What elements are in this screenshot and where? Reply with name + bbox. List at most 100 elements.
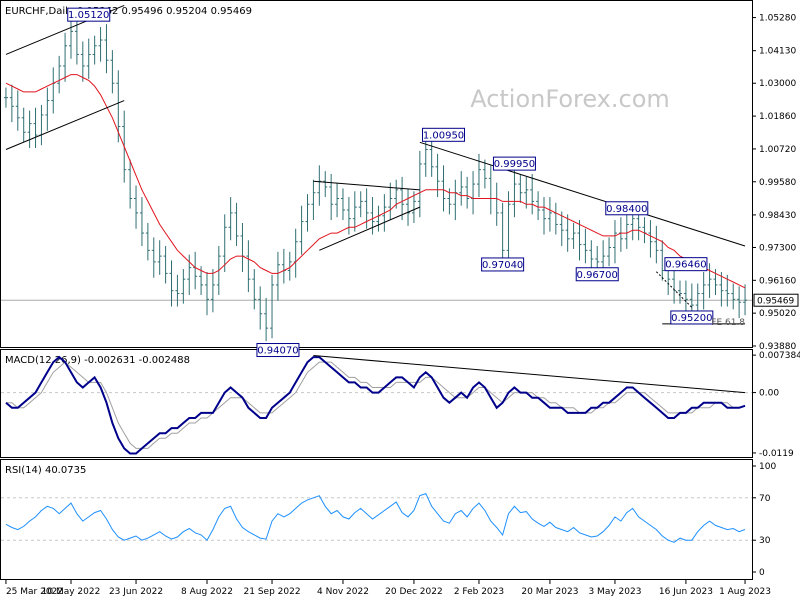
price-bar — [411, 191, 416, 223]
price-bar — [530, 174, 535, 215]
price-bar — [74, 21, 79, 65]
macd-y-tick-label: 0.00 — [759, 389, 779, 399]
price-bar — [559, 211, 564, 247]
price-bar — [660, 240, 665, 281]
price-bar — [459, 171, 464, 206]
price-annotation-label: 0.97040 — [482, 260, 523, 271]
price-y-tick-label: 0.95020 — [759, 309, 796, 319]
price-bar — [299, 205, 304, 255]
price-bar — [441, 165, 446, 212]
price-bar — [134, 185, 139, 229]
macd-panel-frame — [0, 349, 753, 458]
price-bar — [612, 220, 617, 264]
x-tick-label: 20 Mar 2023 — [521, 587, 578, 597]
price-bar — [542, 197, 547, 235]
rsi-line — [5, 492, 746, 543]
price-bar — [589, 240, 594, 270]
price-bar — [346, 197, 351, 235]
price-y-tick-label: 0.99580 — [759, 178, 796, 188]
price-bar — [234, 202, 239, 247]
price-bar — [252, 269, 257, 310]
price-bar — [181, 269, 186, 304]
price-bar — [737, 286, 742, 319]
price-bar — [731, 283, 736, 310]
price-bar — [417, 150, 422, 218]
price-y-tick-label: 1.01860 — [759, 112, 796, 122]
price-bar — [86, 38, 91, 79]
price-bar — [128, 159, 133, 209]
price-bar — [9, 84, 14, 123]
price-bar — [57, 55, 62, 94]
price-annotation-box — [605, 201, 649, 216]
x-tick-label: 2 Feb 2023 — [454, 587, 504, 597]
price-bar — [323, 171, 328, 198]
triangle-upper-line — [313, 180, 420, 191]
price-bar — [80, 41, 85, 82]
price-bar — [63, 32, 68, 82]
falling-trendline — [419, 141, 746, 247]
price-bar — [139, 197, 144, 247]
macd-layer — [1, 355, 752, 455]
macd-y-tick-label: -0.0119 — [759, 449, 794, 459]
price-y-tick-label: 1.03000 — [759, 79, 796, 89]
price-bar — [695, 283, 700, 316]
rsi-layer — [1, 492, 752, 543]
price-annotation-label: 0.96460 — [665, 260, 706, 271]
x-tick-label: 23 Jun 2022 — [109, 587, 163, 597]
price-bar — [465, 176, 470, 209]
price-bar — [388, 182, 393, 221]
price-bar — [258, 286, 263, 330]
price-bar — [246, 240, 251, 293]
price-bar — [536, 191, 541, 221]
rsi-panel-frame — [0, 459, 753, 580]
price-bar — [157, 240, 162, 275]
price-bar — [683, 280, 688, 316]
x-tick-label: 10 May 2022 — [42, 587, 101, 597]
x-tick-label: 8 Aug 2022 — [181, 587, 233, 597]
price-bar — [264, 297, 269, 342]
price-annotation-label: 0.98400 — [606, 204, 647, 215]
rsi-y-tick-label: 100 — [759, 462, 776, 472]
macd-trendline — [313, 355, 746, 394]
channel-lower-line — [5, 100, 125, 150]
fe-label: FE 61.8 — [711, 318, 745, 328]
price-bar — [583, 228, 588, 264]
price-bar — [406, 188, 411, 226]
price-y-tick-label: 0.96160 — [759, 276, 796, 286]
price-bar — [571, 222, 576, 249]
current-price-box — [753, 293, 799, 307]
price-bar — [317, 165, 322, 206]
price-bar — [275, 251, 280, 301]
price-bar — [340, 188, 345, 221]
price-bar — [512, 168, 517, 218]
price-annotation-label: 0.96700 — [577, 270, 618, 281]
watermark: ActionForex.com — [470, 85, 670, 113]
x-tick-label: 3 May 2023 — [588, 587, 641, 597]
price-bar — [228, 197, 233, 241]
x-tick-label: 1 Aug 2023 — [719, 587, 771, 597]
price-bar — [524, 176, 529, 209]
price-bar — [270, 274, 275, 339]
current-price-label: 0.95469 — [757, 297, 794, 307]
price-bar — [701, 271, 706, 310]
price-bar — [719, 271, 724, 307]
x-tick-label: 25 Mar 2022 — [6, 587, 63, 597]
price-bar — [335, 182, 340, 218]
price-bar — [678, 280, 683, 304]
price-bar — [163, 246, 168, 284]
price-annotation-label: 0.94070 — [257, 346, 298, 357]
price-bar — [305, 194, 310, 232]
macd-signal-line — [6, 361, 746, 449]
price-annotation-box — [421, 127, 465, 142]
price-bar — [15, 90, 20, 131]
price-bar — [104, 24, 109, 74]
price-bar — [518, 174, 523, 203]
price-bar — [654, 225, 659, 264]
price-bar — [33, 107, 38, 149]
triangle-lower-line — [319, 206, 421, 251]
price-bar — [607, 237, 612, 267]
rsi-y-tick-label: 0 — [759, 568, 765, 578]
price-annotation-label: 1.00950 — [423, 130, 464, 141]
